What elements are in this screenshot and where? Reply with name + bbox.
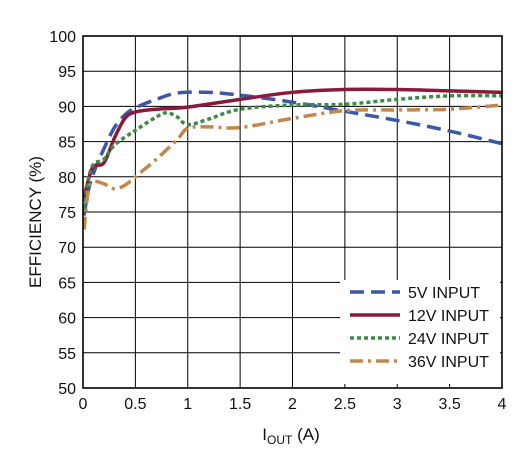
legend-box [340,280,500,384]
x-axis-label-unit: (A) [292,425,319,444]
y-tick-label: 80 [58,170,76,187]
y-tick-label: 55 [58,346,76,363]
legend-label: 36V INPUT [408,354,489,371]
y-tick-label: 75 [58,205,76,222]
x-tick-label: 0.5 [124,396,146,413]
y-tick-label: 100 [49,29,76,46]
x-axis-label-main: I [262,425,267,444]
legend-label: 5V INPUT [408,285,480,302]
x-tick-label: 2 [288,396,297,413]
series-line-12v-input [82,87,503,199]
x-tick-label: 4 [498,396,507,413]
y-tick-label: 70 [58,240,76,257]
series-line-24v-input [82,93,503,209]
x-axis-label: IOUT (A) [262,425,319,447]
x-axis-label-subscript: OUT [267,433,293,447]
legend-label: 12V INPUT [408,308,489,325]
x-tick-label: 3.5 [439,396,461,413]
y-tick-label: 95 [58,64,76,81]
x-tick-label: 0 [79,396,88,413]
y-tick-label: 85 [58,135,76,152]
tick-labels: 0 0.5 1 1.5 2 2.5 3 3.5 4 50 55 60 65 70 75 80 85 90 95 100 [49,29,506,413]
series-line-5v-input [82,90,503,216]
x-tick-label: 2.5 [334,396,356,413]
series-line-36v-input [82,103,503,230]
y-axis-label: EFFICIENCY (%) [26,156,45,288]
x-tick-label: 1.5 [229,396,251,413]
legend: 5V INPUT 12V INPUT 24V INPUT 36V INPUT [340,280,500,384]
y-tick-label: 90 [58,99,76,116]
plot-frame [82,35,503,389]
y-tick-label: 65 [58,275,76,292]
y-tick-label: 60 [58,311,76,328]
x-tick-label: 3 [393,396,402,413]
series-lines [82,87,503,230]
legend-label: 24V INPUT [408,331,489,348]
x-tick-label: 1 [183,396,192,413]
y-tick-label: 50 [58,381,76,398]
